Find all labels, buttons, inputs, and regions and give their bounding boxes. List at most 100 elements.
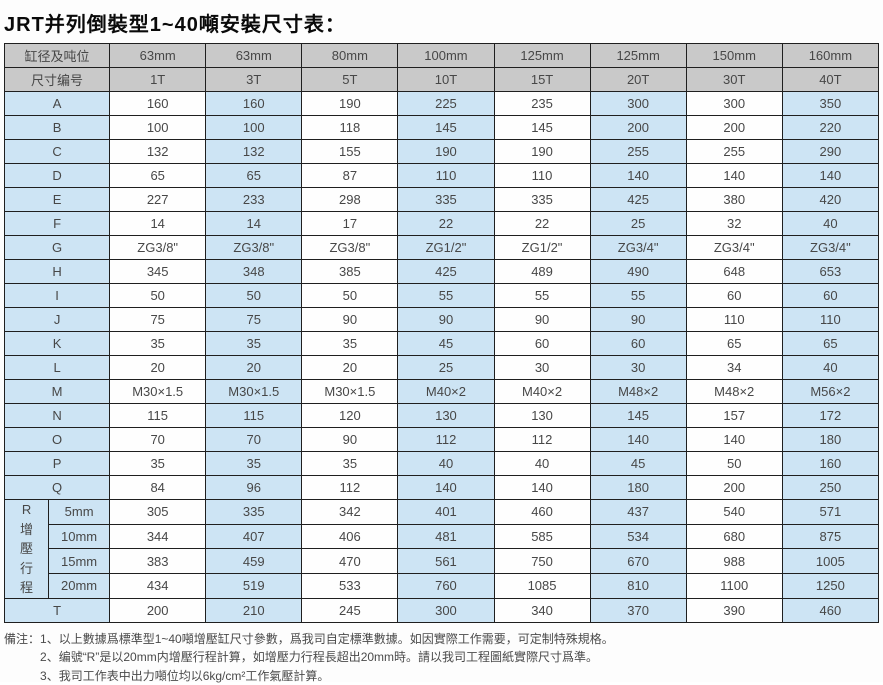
row-label: P xyxy=(5,452,110,476)
table-cell: 220 xyxy=(782,116,878,140)
row-label: G xyxy=(5,236,110,260)
table-cell: 145 xyxy=(494,116,590,140)
header-value-cell: 30T xyxy=(686,68,782,92)
row-label: I xyxy=(5,284,110,308)
table-cell: 459 xyxy=(206,549,302,574)
table-cell: 460 xyxy=(494,500,590,525)
table-cell: 96 xyxy=(206,476,302,500)
header-value-cell: 125mm xyxy=(494,44,590,68)
row-label: B xyxy=(5,116,110,140)
header-value-cell: 15T xyxy=(494,68,590,92)
header-label-cell: 尺寸编号 xyxy=(5,68,110,92)
footnote-1: 1、以上數據爲標準型1~40噸增壓缸尺寸參數，爲我司自定標準數據。如因實際工作需… xyxy=(40,630,614,649)
table-cell: 32 xyxy=(686,212,782,236)
table-cell: 425 xyxy=(590,188,686,212)
table-cell: 160 xyxy=(110,92,206,116)
table-cell: 17 xyxy=(302,212,398,236)
table-cell: 35 xyxy=(206,332,302,356)
table-cell: 55 xyxy=(398,284,494,308)
header-value-cell: 63mm xyxy=(206,44,302,68)
table-cell: 50 xyxy=(110,284,206,308)
table-cell: 1005 xyxy=(782,549,878,574)
table-cell: M30×1.5 xyxy=(110,380,206,404)
table-cell: 40 xyxy=(494,452,590,476)
table-cell: 245 xyxy=(302,598,398,622)
table-cell: 300 xyxy=(590,92,686,116)
table-cell: 200 xyxy=(590,116,686,140)
table-cell: 140 xyxy=(686,164,782,188)
footnote-list: 1、以上數據爲標準型1~40噸增壓缸尺寸參數，爲我司自定標準數據。如因實際工作需… xyxy=(40,630,614,685)
table-cell: 20 xyxy=(110,356,206,380)
table-cell: 130 xyxy=(494,404,590,428)
table-cell: 255 xyxy=(686,140,782,164)
table-cell: 407 xyxy=(206,524,302,549)
table-cell: 460 xyxy=(782,598,878,622)
table-cell: 470 xyxy=(302,549,398,574)
table-cell: 65 xyxy=(206,164,302,188)
table-cell: 335 xyxy=(206,500,302,525)
table-cell: 70 xyxy=(206,428,302,452)
page-title: JRT并列倒裝型1~40噸安裝尺寸表： xyxy=(0,0,883,43)
row-label: D xyxy=(5,164,110,188)
table-cell: M40×2 xyxy=(398,380,494,404)
table-cell: 760 xyxy=(398,573,494,598)
table-cell: 118 xyxy=(302,116,398,140)
footnotes: 備注： 1、以上數據爲標準型1~40噸增壓缸尺寸參數，爲我司自定標準數據。如因實… xyxy=(0,623,883,685)
table-cell: 112 xyxy=(494,428,590,452)
table-cell: 1250 xyxy=(782,573,878,598)
row-label: Q xyxy=(5,476,110,500)
table-cell: M30×1.5 xyxy=(206,380,302,404)
table-cell: ZG3/4" xyxy=(782,236,878,260)
table-cell: 344 xyxy=(110,524,206,549)
table-cell: 22 xyxy=(494,212,590,236)
table-cell: 434 xyxy=(110,573,206,598)
table-cell: 340 xyxy=(494,598,590,622)
r-subrow-label: 5mm xyxy=(49,500,110,525)
table-cell: 112 xyxy=(302,476,398,500)
table-cell: ZG3/4" xyxy=(686,236,782,260)
table-cell: 335 xyxy=(494,188,590,212)
table-cell: 227 xyxy=(110,188,206,212)
row-label: E xyxy=(5,188,110,212)
table-cell: 670 xyxy=(590,549,686,574)
header-value-cell: 20T xyxy=(590,68,686,92)
table-cell: 110 xyxy=(686,308,782,332)
table-cell: 90 xyxy=(590,308,686,332)
r-subrow-label: 20mm xyxy=(49,573,110,598)
table-cell: 481 xyxy=(398,524,494,549)
table-cell: 255 xyxy=(590,140,686,164)
header-value-cell: 100mm xyxy=(398,44,494,68)
table-cell: 140 xyxy=(398,476,494,500)
table-cell: 30 xyxy=(590,356,686,380)
table-cell: 112 xyxy=(398,428,494,452)
header-value-cell: 40T xyxy=(782,68,878,92)
table-cell: 519 xyxy=(206,573,302,598)
table-cell: 200 xyxy=(686,116,782,140)
table-cell: ZG3/8" xyxy=(110,236,206,260)
table-cell: 190 xyxy=(494,140,590,164)
table-cell: 988 xyxy=(686,549,782,574)
header-label-cell: 缸径及吨位 xyxy=(5,44,110,68)
table-cell: 115 xyxy=(206,404,302,428)
table-cell: 84 xyxy=(110,476,206,500)
table-cell: 40 xyxy=(398,452,494,476)
table-cell: 65 xyxy=(782,332,878,356)
table-cell: 653 xyxy=(782,260,878,284)
table-cell: 300 xyxy=(398,598,494,622)
table-cell: 132 xyxy=(206,140,302,164)
table-cell: 45 xyxy=(398,332,494,356)
table-cell: 34 xyxy=(686,356,782,380)
table-cell: 585 xyxy=(494,524,590,549)
table-cell: ZG3/8" xyxy=(302,236,398,260)
row-label: F xyxy=(5,212,110,236)
